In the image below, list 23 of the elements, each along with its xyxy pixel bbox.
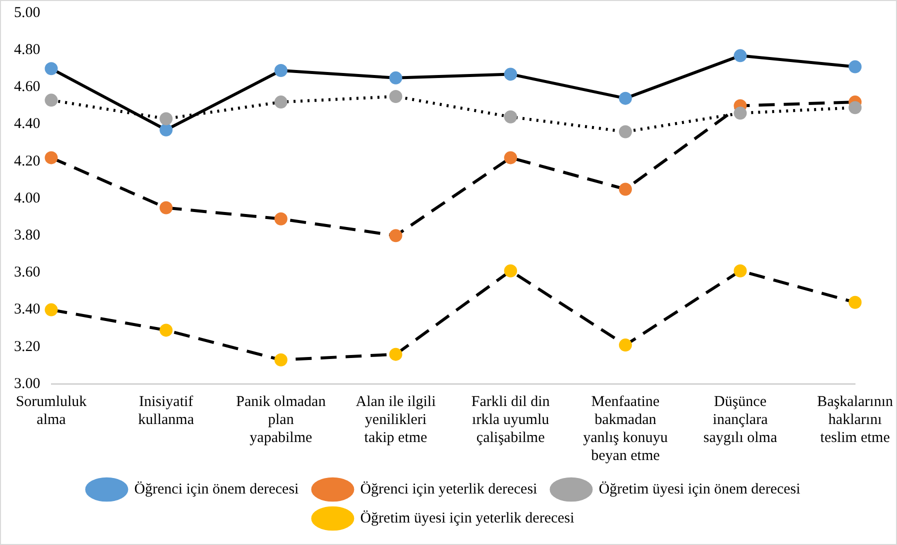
x-tick-label: Menfaatine bakmadan yanlış konuyu beyan etme <box>583 394 668 464</box>
y-tick-label: 5.00 <box>14 4 40 21</box>
x-tick-label: Başkalarının haklarını teslim etme <box>817 394 894 446</box>
x-tick-label: Sorumluluk alma <box>16 394 88 428</box>
legend-label: Öğrenci için yeterlik derecesi <box>360 480 538 498</box>
y-tick-label: 3.20 <box>14 338 40 355</box>
y-tick-label: 3.60 <box>14 264 40 281</box>
legend-label: Öğretim üyesi için önem derecesi <box>598 480 800 498</box>
x-tick-label: Inisiyatif kullanma <box>138 394 194 428</box>
y-tick-label: 4.20 <box>14 153 40 170</box>
y-tick-label: 4.60 <box>14 79 40 96</box>
y-tick-label: 4.40 <box>14 116 40 132</box>
y-tick-label: 3.40 <box>14 302 40 318</box>
x-tick-label: Farkli dil din ırkla uyumlu çalişabilme <box>471 394 550 446</box>
y-tick-label: 3.80 <box>14 228 40 244</box>
x-tick-label: Alan ile ilgili yenilikleri takip etme <box>356 394 436 446</box>
x-tick-label: Düşünce inançlara saygılı olma <box>703 394 778 446</box>
y-tick-label: 4.00 <box>14 190 40 206</box>
x-tick-label: Panik olmadan plan yapabilme <box>236 394 326 446</box>
legend-label: Öğrenci için önem derecesi <box>134 480 299 498</box>
legend-label: Öğretim üyesi için yeterlik derecesi <box>360 509 574 526</box>
y-tick-label: 3.00 <box>14 376 40 392</box>
y-tick-label: 4.80 <box>14 42 40 58</box>
